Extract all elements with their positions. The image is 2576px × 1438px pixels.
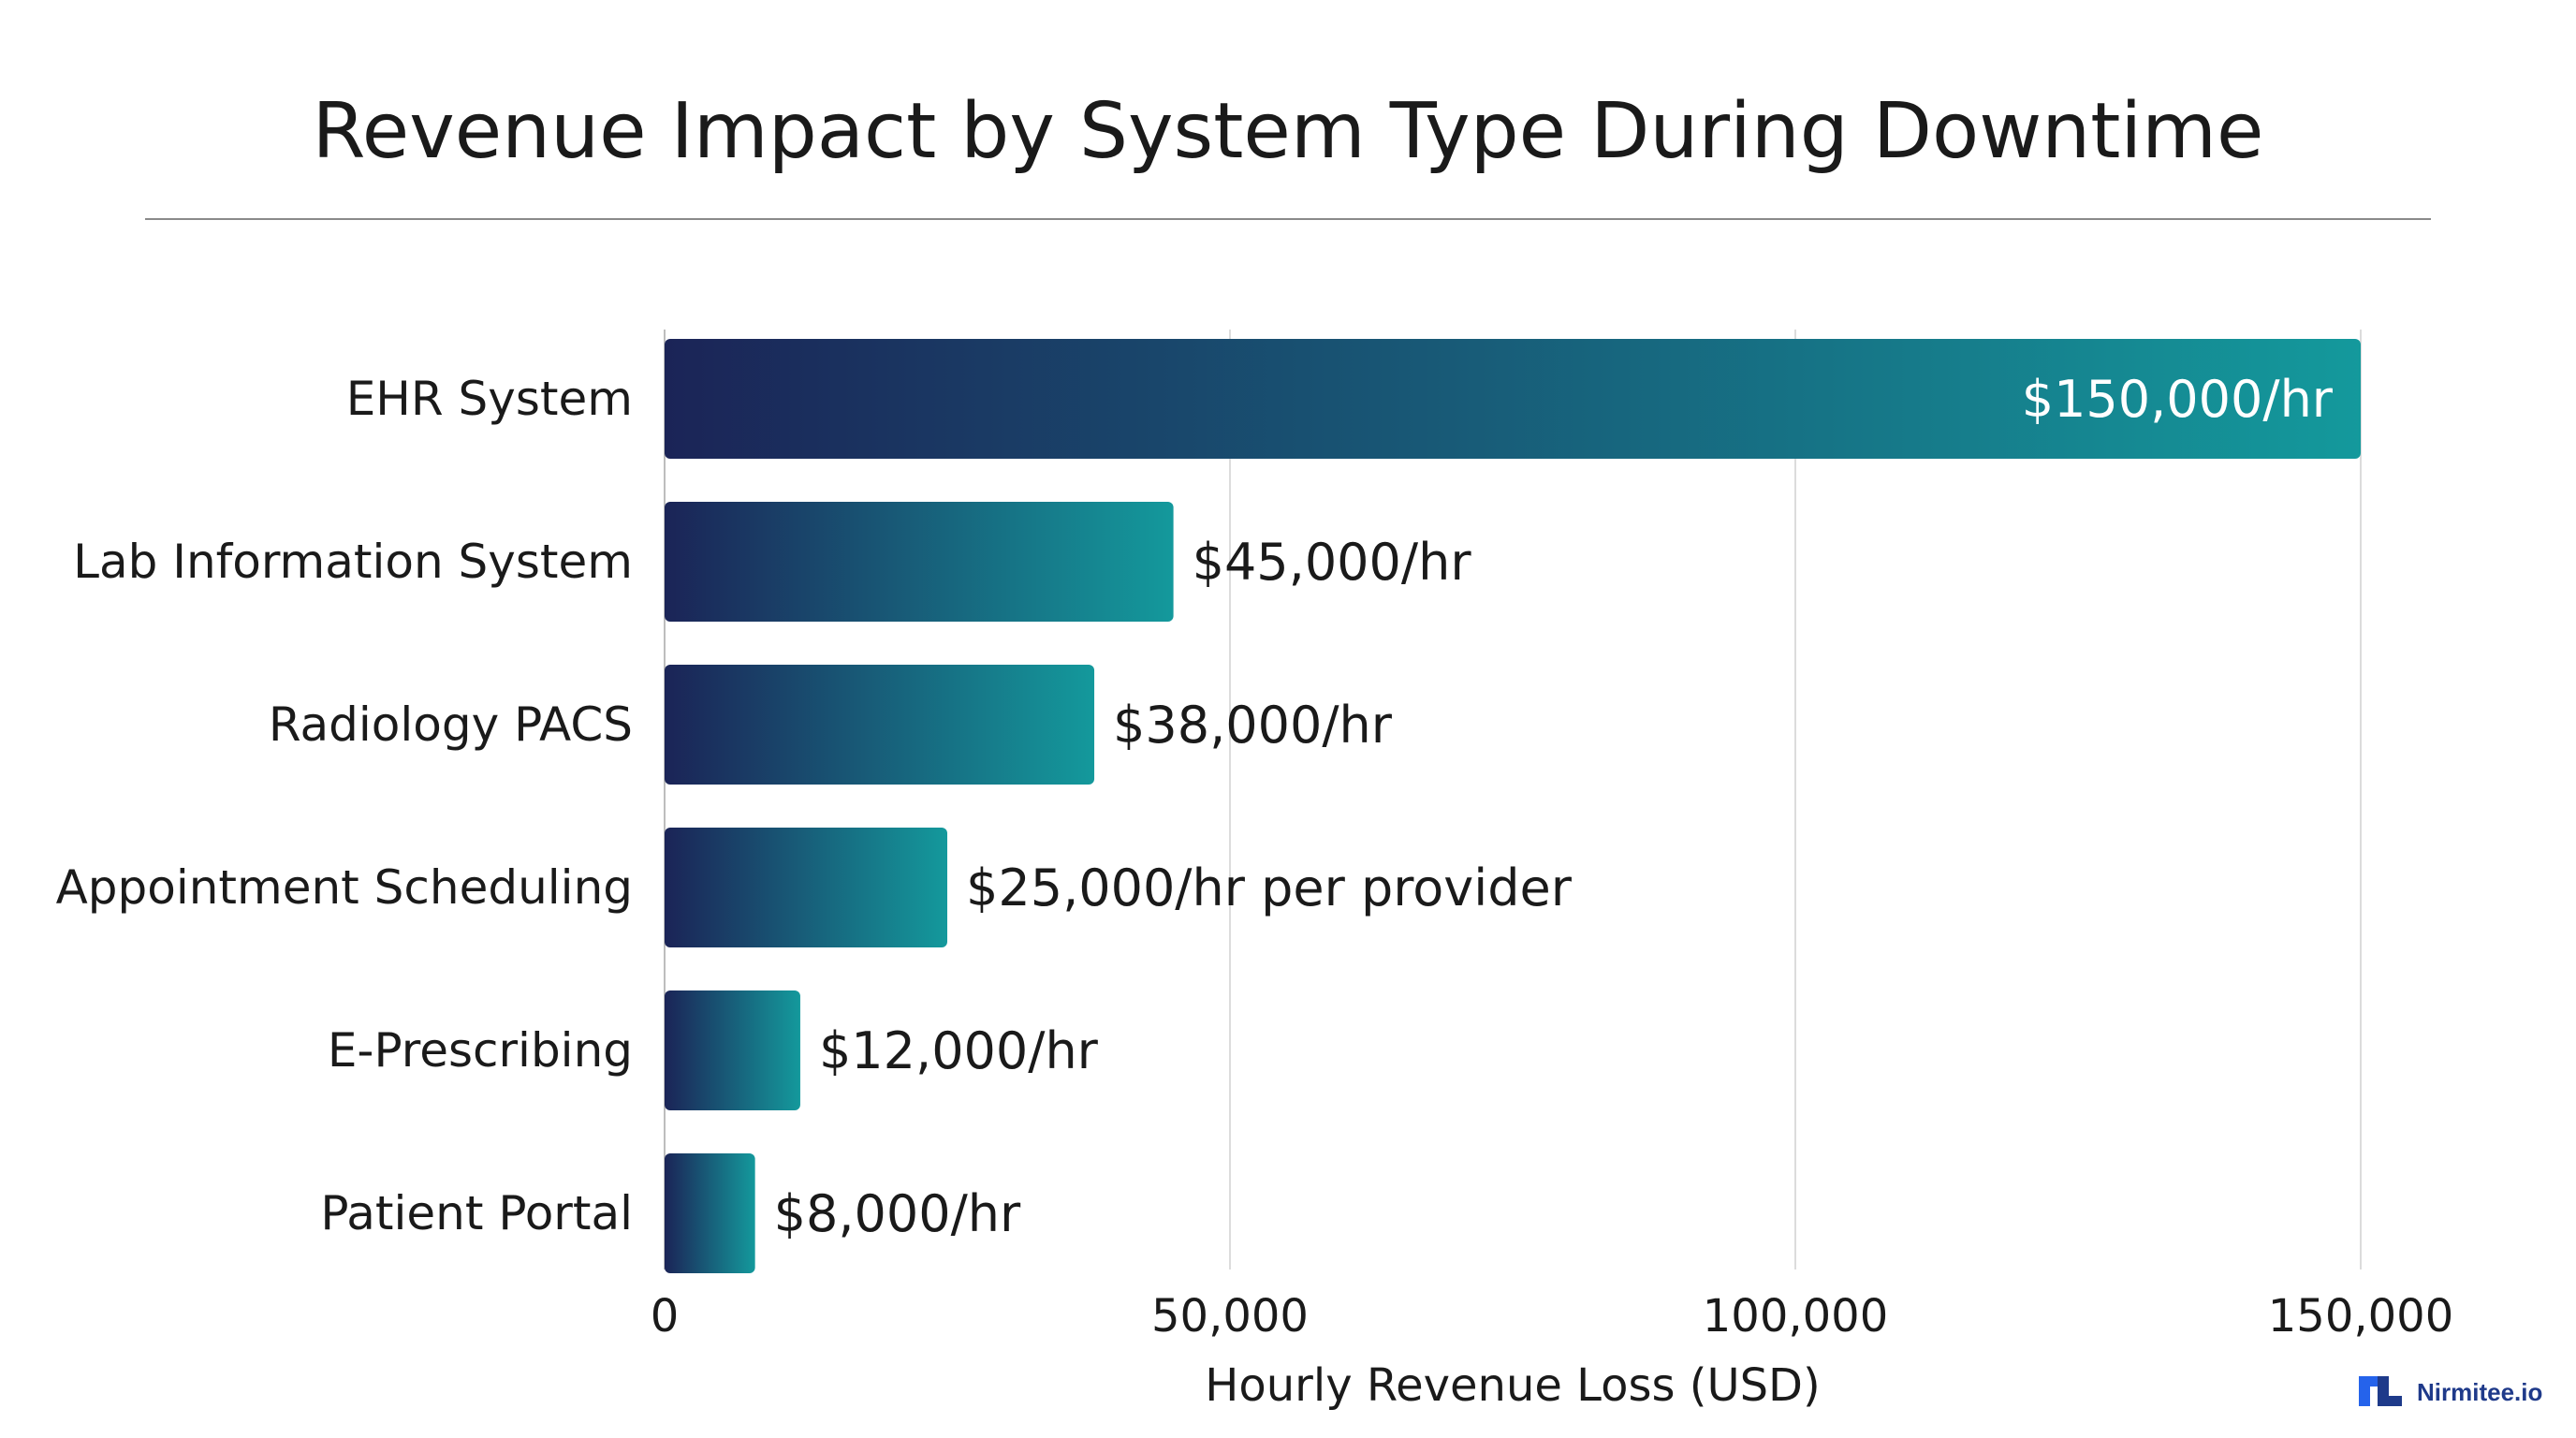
x-tick-labels: 0 50,000 100,000 150,000 xyxy=(651,1290,2454,1343)
nirmitee-logo-icon xyxy=(2359,1376,2402,1406)
category-label: Appointment Scheduling xyxy=(56,860,633,915)
category-label: Radiology PACS xyxy=(269,697,633,752)
brand-logo: Nirmitee.io xyxy=(2359,1376,2542,1406)
x-tick-label: 0 xyxy=(651,1290,680,1343)
chart-title: Revenue Impact by System Type During Dow… xyxy=(312,87,2263,176)
data-label: $150,000/hr xyxy=(2022,370,2334,429)
brand-name: Nirmitee.io xyxy=(2417,1378,2542,1406)
data-label: $12,000/hr xyxy=(819,1021,1099,1080)
category-label: Patient Portal xyxy=(320,1186,633,1240)
bar xyxy=(665,339,2361,459)
bar xyxy=(665,1153,755,1273)
data-label: $45,000/hr xyxy=(1193,533,1472,592)
bar xyxy=(665,828,947,947)
data-label: $38,000/hr xyxy=(1113,696,1393,755)
bar xyxy=(665,990,800,1110)
category-label: EHR System xyxy=(346,372,633,426)
bar xyxy=(665,665,1095,785)
bars xyxy=(665,339,2361,1273)
bar xyxy=(665,502,1174,622)
x-axis-label: Hourly Revenue Loss (USD) xyxy=(1205,1359,1820,1412)
data-label: $25,000/hr per provider xyxy=(966,858,1573,917)
x-tick-label: 50,000 xyxy=(1151,1290,1309,1343)
grid-lines xyxy=(664,330,2362,1269)
value-labels: $150,000/hr $45,000/hr $38,000/hr $25,000/h… xyxy=(774,370,2334,1243)
category-label: Lab Information System xyxy=(73,535,633,589)
category-labels: EHR System Lab Information System Radiolog… xyxy=(56,372,633,1240)
x-tick-label: 150,000 xyxy=(2268,1290,2454,1343)
category-label: E-Prescribing xyxy=(328,1023,633,1078)
data-label: $8,000/hr xyxy=(774,1184,1021,1243)
x-tick-label: 100,000 xyxy=(1703,1290,1889,1343)
